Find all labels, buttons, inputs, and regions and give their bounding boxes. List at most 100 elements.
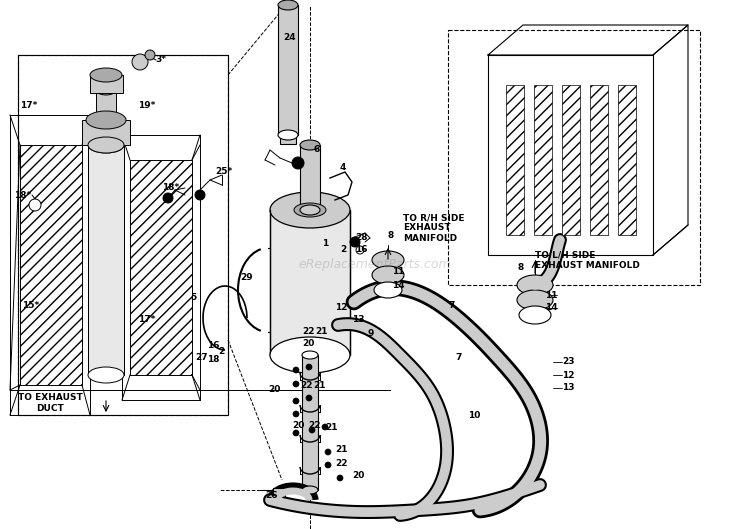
Ellipse shape: [86, 111, 126, 129]
Circle shape: [293, 367, 299, 373]
Circle shape: [306, 364, 312, 370]
Ellipse shape: [278, 130, 298, 140]
Circle shape: [292, 157, 304, 169]
Circle shape: [306, 395, 312, 401]
Bar: [96, 90, 116, 120]
Bar: [618, 85, 636, 235]
Text: 22: 22: [308, 421, 320, 430]
Text: 24: 24: [283, 33, 296, 42]
Ellipse shape: [374, 282, 402, 298]
Bar: [18, 55, 228, 415]
Text: 22: 22: [335, 459, 347, 468]
Text: 20: 20: [268, 386, 280, 395]
Ellipse shape: [372, 251, 404, 269]
Text: 18: 18: [207, 355, 220, 364]
Text: 2: 2: [218, 348, 224, 357]
Ellipse shape: [88, 367, 124, 383]
Circle shape: [325, 462, 331, 468]
Ellipse shape: [302, 486, 318, 494]
Text: TO L/H SIDE
EXHAUST MANIFOLD: TO L/H SIDE EXHAUST MANIFOLD: [535, 250, 640, 270]
Text: 1: 1: [322, 240, 328, 249]
Ellipse shape: [278, 0, 298, 10]
Ellipse shape: [88, 137, 124, 153]
Ellipse shape: [294, 203, 326, 217]
Ellipse shape: [270, 337, 350, 373]
Ellipse shape: [270, 192, 350, 228]
Bar: [270, 210, 350, 355]
Bar: [82, 120, 130, 145]
Text: 7: 7: [455, 353, 461, 362]
Text: eReplacementParts.com: eReplacementParts.com: [298, 258, 452, 271]
Circle shape: [145, 50, 155, 60]
Text: 11: 11: [392, 268, 404, 277]
Circle shape: [293, 381, 299, 387]
Bar: [562, 85, 580, 235]
Circle shape: [309, 427, 315, 433]
Text: TO R/H SIDE
EXHAUST
MANIFOLD: TO R/H SIDE EXHAUST MANIFOLD: [403, 213, 464, 243]
Text: 20: 20: [292, 421, 304, 430]
Text: 25*: 25*: [215, 168, 232, 177]
Text: 22: 22: [300, 380, 313, 389]
Bar: [300, 145, 320, 210]
Bar: [302, 355, 318, 490]
Bar: [130, 160, 192, 375]
Text: 17*: 17*: [20, 101, 38, 110]
Ellipse shape: [519, 306, 551, 324]
Text: 9: 9: [368, 330, 374, 339]
Text: 18*: 18*: [162, 184, 179, 193]
Text: 2: 2: [340, 245, 346, 254]
Ellipse shape: [517, 290, 553, 310]
Bar: [20, 145, 82, 385]
Circle shape: [293, 430, 299, 436]
Text: 12: 12: [562, 370, 574, 379]
Text: 6: 6: [313, 145, 320, 154]
Bar: [280, 132, 296, 144]
Text: 29: 29: [240, 273, 253, 282]
Text: 10: 10: [468, 411, 480, 419]
Text: 28: 28: [355, 233, 368, 242]
Circle shape: [132, 54, 148, 70]
Circle shape: [350, 237, 360, 247]
Text: 18*: 18*: [14, 190, 32, 199]
Circle shape: [356, 246, 364, 254]
Bar: [88, 145, 124, 375]
Text: 22: 22: [302, 326, 314, 335]
Text: 21: 21: [313, 380, 326, 389]
Ellipse shape: [372, 266, 404, 284]
Text: 4: 4: [340, 163, 346, 172]
Text: 19*: 19*: [138, 101, 155, 110]
Text: 15*: 15*: [22, 300, 39, 309]
Bar: [18, 55, 228, 415]
Circle shape: [29, 199, 41, 211]
Bar: [90, 75, 123, 93]
Ellipse shape: [517, 275, 553, 295]
Ellipse shape: [90, 68, 122, 82]
Ellipse shape: [300, 140, 320, 150]
Ellipse shape: [300, 205, 320, 215]
Text: 26: 26: [265, 491, 278, 500]
Text: 17*: 17*: [138, 315, 155, 324]
Circle shape: [337, 475, 343, 481]
Bar: [278, 5, 298, 135]
Text: 21: 21: [325, 424, 338, 433]
Circle shape: [163, 193, 173, 203]
Bar: [488, 55, 653, 255]
Circle shape: [293, 398, 299, 404]
Text: 11: 11: [545, 290, 557, 299]
Ellipse shape: [302, 351, 318, 359]
Text: 7: 7: [448, 300, 454, 309]
Text: 14: 14: [392, 280, 405, 289]
Ellipse shape: [88, 137, 124, 153]
Text: 20: 20: [302, 340, 314, 349]
Text: 23: 23: [562, 358, 574, 367]
Text: 8: 8: [388, 232, 394, 241]
Bar: [590, 85, 608, 235]
Circle shape: [322, 424, 328, 430]
Text: 20: 20: [352, 471, 364, 480]
Ellipse shape: [96, 85, 116, 95]
Bar: [273, 488, 285, 503]
Circle shape: [195, 190, 205, 200]
Text: 13: 13: [562, 384, 574, 393]
Text: 12: 12: [335, 304, 347, 313]
Text: 27: 27: [195, 353, 208, 362]
